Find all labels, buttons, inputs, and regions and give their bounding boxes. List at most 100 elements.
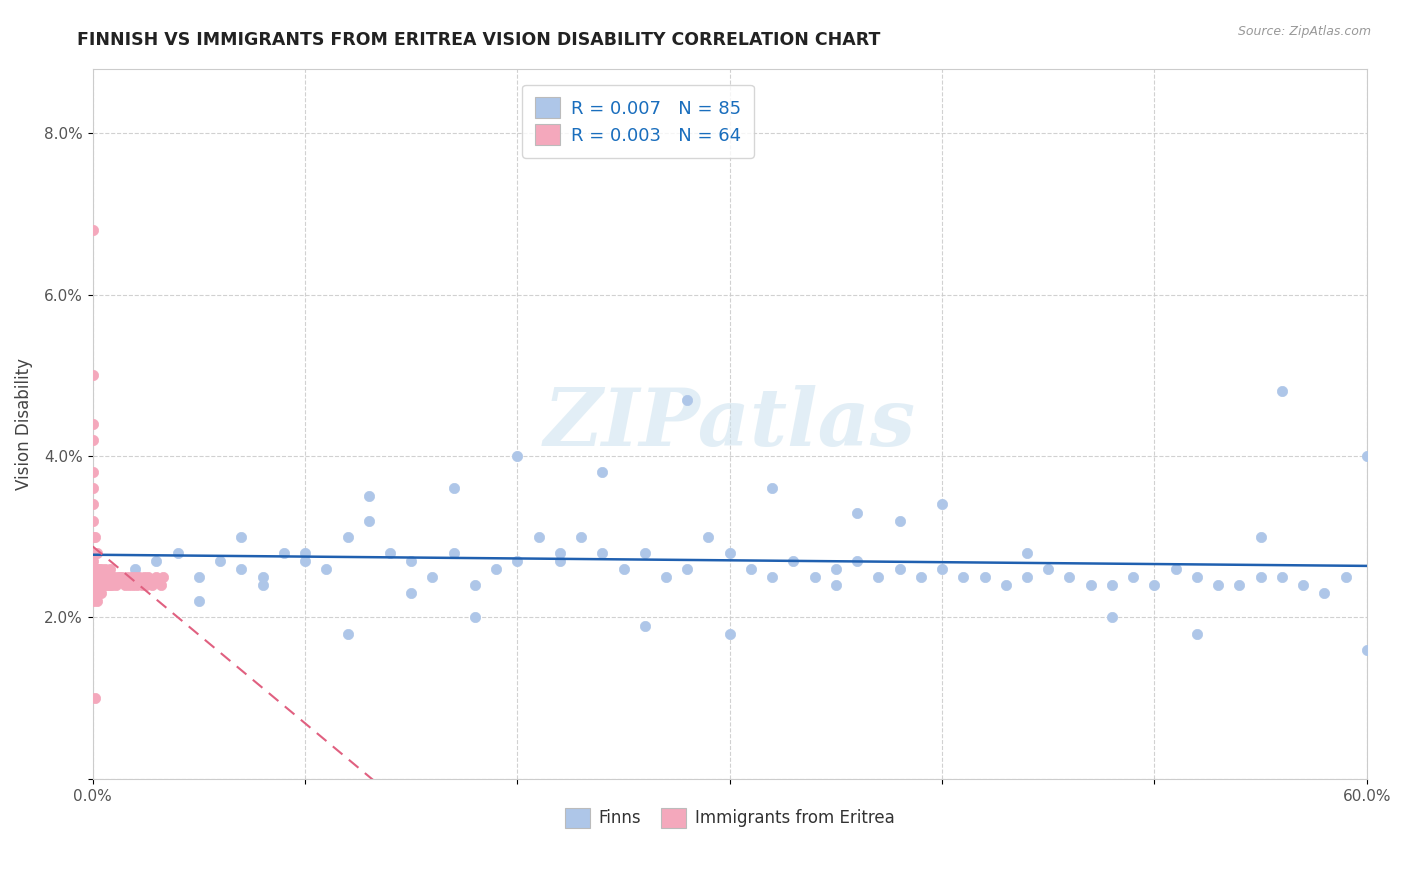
Point	[1227, 578, 1250, 592]
Point	[718, 546, 741, 560]
Point	[825, 562, 848, 576]
Point	[97, 570, 120, 584]
Point	[443, 546, 465, 560]
Point	[1271, 384, 1294, 399]
Point	[846, 506, 869, 520]
Point	[231, 530, 253, 544]
Point	[697, 530, 720, 544]
Point	[825, 578, 848, 592]
Point	[1206, 578, 1229, 592]
Point	[252, 570, 274, 584]
Point	[761, 481, 783, 495]
Point	[82, 530, 104, 544]
Legend: Finns, Immigrants from Eritrea: Finns, Immigrants from Eritrea	[558, 801, 901, 835]
Point	[1334, 570, 1357, 584]
Point	[506, 554, 529, 568]
Point	[82, 417, 104, 431]
Point	[145, 570, 167, 584]
Point	[149, 578, 172, 592]
Text: ZIPatlas: ZIPatlas	[544, 385, 915, 462]
Point	[1015, 546, 1038, 560]
Point	[1164, 562, 1187, 576]
Point	[655, 570, 678, 584]
Point	[82, 498, 104, 512]
Point	[83, 570, 105, 584]
Point	[378, 546, 401, 560]
Point	[1122, 570, 1144, 584]
Point	[166, 546, 188, 560]
Point	[152, 570, 174, 584]
Point	[101, 578, 124, 592]
Point	[273, 546, 295, 560]
Point	[548, 554, 571, 568]
Point	[98, 562, 121, 576]
Point	[107, 570, 129, 584]
Point	[86, 562, 108, 576]
Point	[141, 578, 163, 592]
Point	[82, 223, 104, 237]
Point	[252, 578, 274, 592]
Point	[187, 594, 209, 608]
Point	[1250, 530, 1272, 544]
Point	[591, 465, 613, 479]
Point	[718, 626, 741, 640]
Point	[82, 514, 104, 528]
Point	[422, 570, 444, 584]
Point	[86, 594, 108, 608]
Point	[91, 578, 114, 592]
Point	[1271, 570, 1294, 584]
Point	[82, 594, 104, 608]
Point	[128, 570, 150, 584]
Point	[90, 570, 112, 584]
Point	[118, 578, 141, 592]
Point	[399, 554, 422, 568]
Y-axis label: Vision Disability: Vision Disability	[15, 358, 32, 490]
Point	[782, 554, 804, 568]
Point	[82, 433, 104, 447]
Point	[83, 586, 105, 600]
Point	[889, 562, 911, 576]
Point	[569, 530, 592, 544]
Point	[115, 570, 138, 584]
Point	[485, 562, 508, 576]
Point	[1143, 578, 1166, 592]
Point	[612, 562, 634, 576]
Point	[315, 562, 337, 576]
Point	[82, 546, 104, 560]
Point	[1015, 570, 1038, 584]
Point	[131, 578, 153, 592]
Point	[868, 570, 890, 584]
Point	[1250, 570, 1272, 584]
Point	[1292, 578, 1315, 592]
Point	[82, 481, 104, 495]
Point	[548, 546, 571, 560]
Point	[127, 578, 149, 592]
Point	[994, 578, 1017, 592]
Point	[761, 570, 783, 584]
Point	[357, 489, 380, 503]
Point	[82, 368, 104, 383]
Point	[82, 554, 104, 568]
Point	[87, 570, 110, 584]
Point	[1313, 586, 1336, 600]
Point	[90, 586, 112, 600]
Point	[91, 570, 114, 584]
Point	[82, 578, 104, 592]
Point	[910, 570, 932, 584]
Point	[114, 578, 136, 592]
Point	[676, 562, 699, 576]
Point	[1355, 449, 1378, 463]
Point	[87, 586, 110, 600]
Point	[83, 578, 105, 592]
Point	[803, 570, 825, 584]
Point	[527, 530, 550, 544]
Point	[94, 578, 117, 592]
Text: Source: ZipAtlas.com: Source: ZipAtlas.com	[1237, 25, 1371, 38]
Point	[1080, 578, 1102, 592]
Point	[124, 562, 146, 576]
Point	[136, 570, 159, 584]
Point	[634, 546, 657, 560]
Point	[931, 562, 953, 576]
Point	[740, 562, 762, 576]
Point	[83, 530, 105, 544]
